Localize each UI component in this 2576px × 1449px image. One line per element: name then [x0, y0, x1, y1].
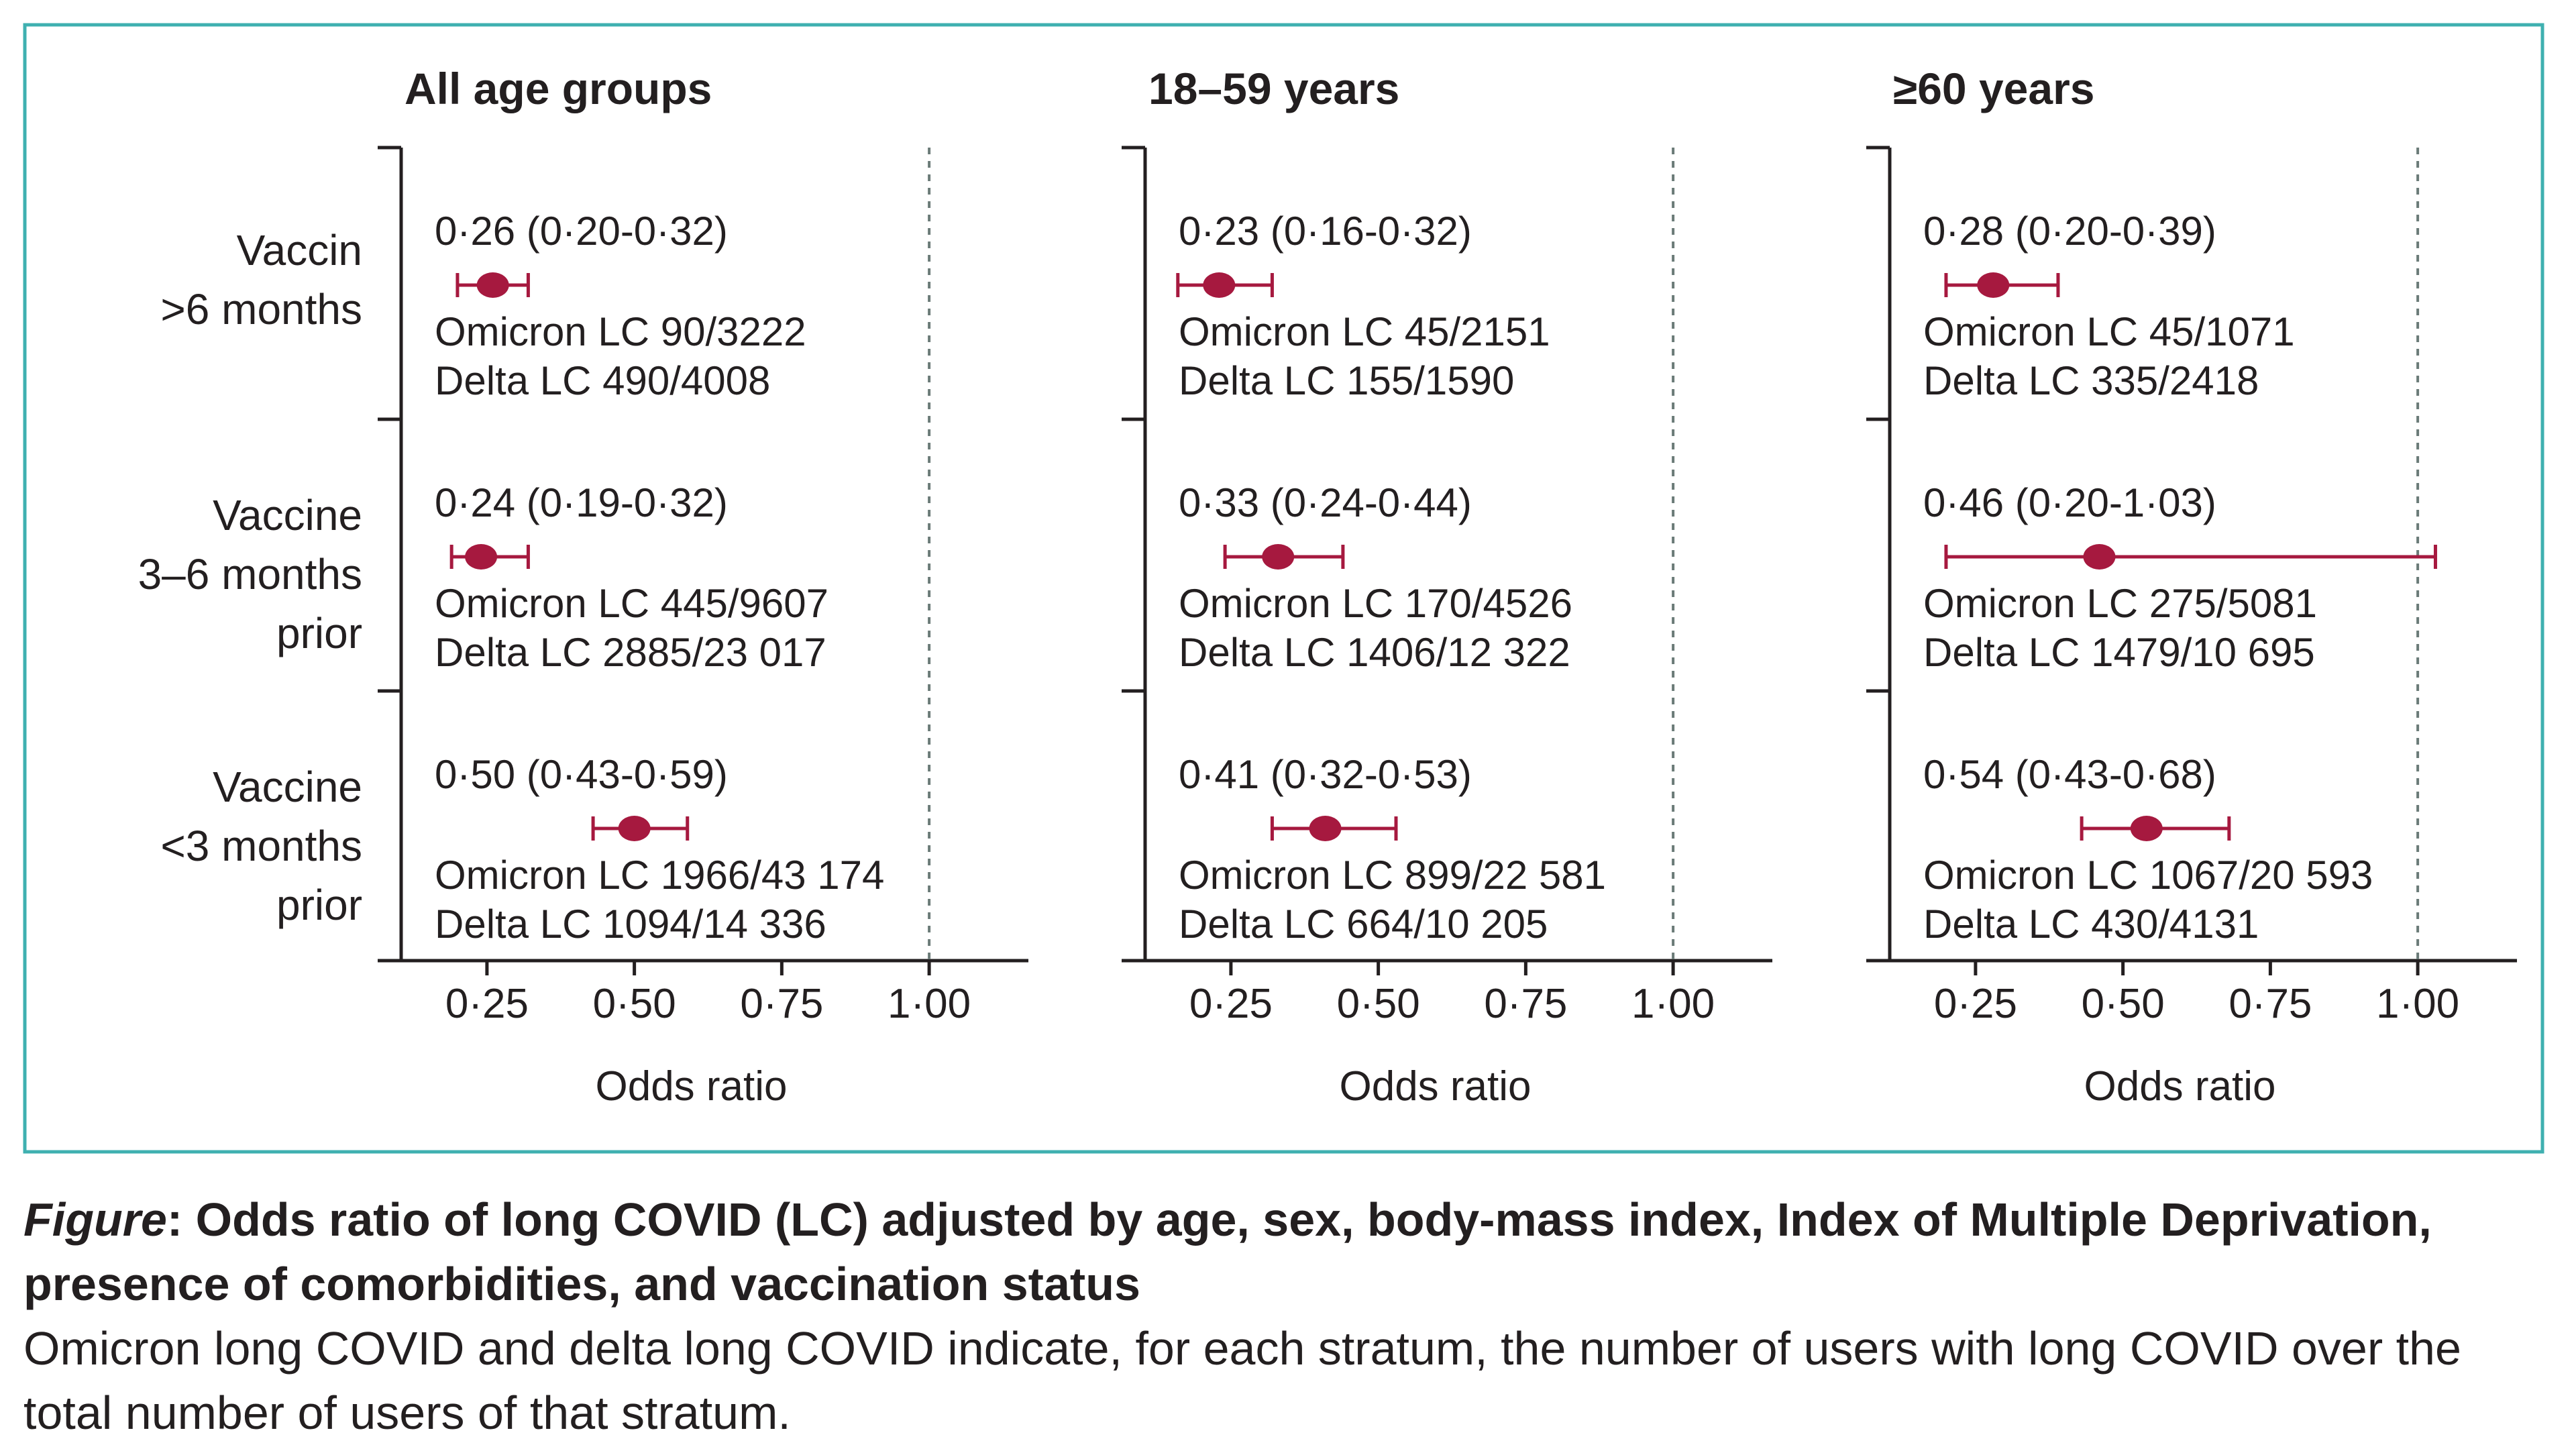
- figure-frame: [23, 23, 2544, 1154]
- x-tick-label: 0·25: [1934, 981, 2017, 1027]
- ci-label: 0·24 (0·19-0·32): [435, 480, 728, 525]
- estimate-row: 0·46 (0·20-1·03) Omicron LC 275/5081Delta…: [1923, 480, 2437, 675]
- ci-label: 0·26 (0·20-0·32): [435, 209, 728, 254]
- x-tick-label: 0·75: [1484, 981, 1567, 1027]
- x-axis-label: Odds ratio: [2084, 1063, 2275, 1110]
- row-label: Vaccin: [237, 226, 362, 274]
- x-tick-label: 0·50: [2082, 981, 2165, 1027]
- ci-label: 0·33 (0·24-0·44): [1179, 480, 1472, 525]
- x-tick-label: 0·50: [1337, 981, 1420, 1027]
- panel-title: All age groups: [405, 64, 712, 113]
- x-tick-label: 1·00: [2376, 981, 2459, 1027]
- omicron-label: Omicron LC 90/3222: [435, 309, 806, 354]
- panel-3: ≥60 years 0·25 0·50 0·75 1·00 Odds ratio 0·28 …: [1866, 64, 2517, 1110]
- delta-label: Delta LC 335/2418: [1923, 358, 2259, 403]
- delta-label: Delta LC 1406/12 322: [1179, 630, 1570, 675]
- ci-label: 0·54 (0·43-0·68): [1923, 752, 2216, 797]
- delta-label: Delta LC 155/1590: [1179, 358, 1514, 403]
- point-estimate: [1262, 544, 1295, 570]
- x-tick-label: 0·25: [1189, 981, 1273, 1027]
- row-labels: Vaccin >6 months Vaccine 3–6 months prior Vac…: [138, 226, 362, 929]
- x-tick-label: 0·50: [593, 981, 676, 1027]
- delta-label: Delta LC 430/4131: [1923, 902, 2259, 947]
- ci-label: 0·28 (0·20-0·39): [1923, 209, 2216, 254]
- x-tick-label: 1·00: [1631, 981, 1715, 1027]
- omicron-label: Omicron LC 170/4526: [1179, 581, 1572, 626]
- ci-label: 0·50 (0·43-0·59): [435, 752, 728, 797]
- estimate-row: 0·26 (0·20-0·32) Omicron LC 90/3222Delta …: [435, 209, 806, 403]
- point-estimate: [1203, 272, 1236, 298]
- row-label: Vaccine: [213, 763, 362, 811]
- panel-title: ≥60 years: [1893, 64, 2094, 113]
- estimate-row: 0·24 (0·19-0·32) Omicron LC 445/9607Delta…: [435, 480, 828, 675]
- estimate-row: 0·50 (0·43-0·59) Omicron LC 1966/43 174De…: [435, 752, 884, 947]
- x-tick-label: 0·75: [2229, 981, 2312, 1027]
- omicron-label: Omicron LC 45/1071: [1923, 309, 2295, 354]
- delta-label: Delta LC 2885/23 017: [435, 630, 826, 675]
- panels: All age groups 0·25 0·50 0·75 1·00 Odds ratio…: [378, 64, 2517, 1110]
- point-estimate: [1309, 816, 1342, 841]
- delta-label: Delta LC 1479/10 695: [1923, 630, 2315, 675]
- delta-label: Delta LC 664/10 205: [1179, 902, 1548, 947]
- estimate-row: 0·28 (0·20-0·39) Omicron LC 45/1071Delta …: [1923, 209, 2295, 403]
- point-estimate: [465, 544, 498, 570]
- point-estimate: [476, 272, 509, 298]
- point-estimate: [2083, 544, 2116, 570]
- estimate-row: 0·41 (0·32-0·53) Omicron LC 899/22 581Del…: [1179, 752, 1606, 947]
- delta-label: Delta LC 1094/14 336: [435, 902, 826, 947]
- omicron-label: Omicron LC 275/5081: [1923, 581, 2317, 626]
- ci-label: 0·23 (0·16-0·32): [1179, 209, 1472, 254]
- row-label: prior: [276, 881, 362, 929]
- caption-title: Figure: Odds ratio of long COVID (LC) ad…: [23, 1187, 2553, 1316]
- x-tick-label: 0·75: [740, 981, 823, 1027]
- row-label: >6 months: [160, 285, 362, 333]
- ci-label: 0·46 (0·20-1·03): [1923, 480, 2216, 525]
- caption-title-text: : Odds ratio of long COVID (LC) adjusted…: [23, 1193, 2432, 1310]
- point-estimate: [618, 816, 651, 841]
- ci-label: 0·41 (0·32-0·53): [1179, 752, 1472, 797]
- omicron-label: Omicron LC 1966/43 174: [435, 853, 884, 898]
- row-label: Vaccine: [213, 491, 362, 539]
- panel-1: All age groups 0·25 0·50 0·75 1·00 Odds ratio…: [378, 64, 1028, 1110]
- caption-body: Omicron long COVID and delta long COVID …: [23, 1322, 2461, 1439]
- row-label: <3 months: [160, 822, 362, 870]
- delta-label: Delta LC 490/4008: [435, 358, 770, 403]
- omicron-label: Omicron LC 899/22 581: [1179, 853, 1606, 898]
- omicron-label: Omicron LC 1067/20 593: [1923, 853, 2373, 898]
- figure-caption: Figure: Odds ratio of long COVID (LC) ad…: [23, 1187, 2553, 1445]
- caption-label: Figure: [23, 1193, 167, 1246]
- x-axis-label: Odds ratio: [595, 1063, 787, 1110]
- x-tick-label: 1·00: [888, 981, 971, 1027]
- omicron-label: Omicron LC 445/9607: [435, 581, 828, 626]
- x-tick-label: 0·25: [445, 981, 529, 1027]
- omicron-label: Omicron LC 45/2151: [1179, 309, 1550, 354]
- panel-2: 18–59 years 0·25 0·50 0·75 1·00 Odds ratio 0·2…: [1122, 64, 1772, 1110]
- estimate-row: 0·54 (0·43-0·68) Omicron LC 1067/20 593De…: [1923, 752, 2373, 947]
- x-axis-label: Odds ratio: [1339, 1063, 1531, 1110]
- panel-title: 18–59 years: [1148, 64, 1399, 113]
- point-estimate: [1977, 272, 2010, 298]
- point-estimate: [2130, 816, 2163, 841]
- estimate-row: 0·33 (0·24-0·44) Omicron LC 170/4526Delta…: [1179, 480, 1572, 675]
- row-label: prior: [276, 609, 362, 657]
- row-label: 3–6 months: [138, 550, 362, 598]
- estimate-row: 0·23 (0·16-0·32) Omicron LC 45/2151Delta …: [1176, 209, 1550, 403]
